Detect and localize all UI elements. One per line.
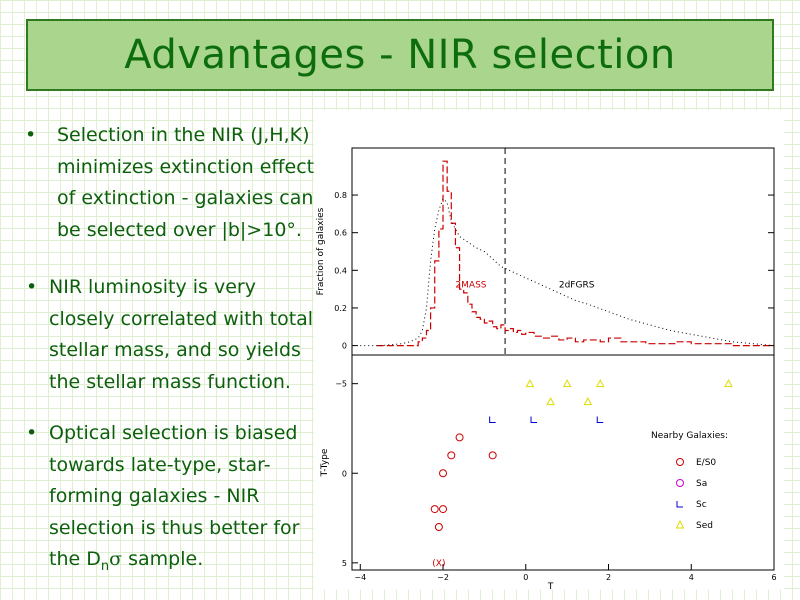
legend-marker <box>676 501 683 508</box>
bullet-line: the stellar mass function. <box>49 370 291 393</box>
bullet-line: Optical selection is biased <box>49 422 298 444</box>
title-box: Advantages - NIR selection <box>26 19 774 91</box>
x-tick-label: 6 <box>771 573 776 582</box>
legend-label: Sa <box>696 479 707 489</box>
bullet-line: minimizes extinction effects <box>57 155 325 178</box>
scatter-point <box>439 469 448 478</box>
scatter-point <box>546 397 555 406</box>
scatter-point <box>583 397 593 406</box>
x-tick-label: −4 <box>354 573 366 582</box>
x-tick-label: 0 <box>523 573 528 582</box>
x-axis-label: T <box>547 582 554 590</box>
bullet-line: towards late-type, star- <box>49 453 271 476</box>
bullet-line: of extinction - galaxies can <box>57 187 314 209</box>
subscript-n: n <box>100 558 110 574</box>
scatter-point <box>430 505 439 514</box>
legend-title: Nearby Galaxies: <box>651 431 728 441</box>
bullet-line: be selected over |b|>10°. <box>57 218 302 241</box>
scatter-point <box>596 416 604 423</box>
scatter-point: (X) <box>432 559 445 569</box>
annotation-label: 2MASS <box>455 280 486 290</box>
y-tick-label: 5 <box>342 559 347 568</box>
sigma-symbol: σ <box>109 548 123 570</box>
bullet-line: selection is thus better for <box>49 516 300 539</box>
scatter-point <box>455 433 464 442</box>
bullet-item: • Optical selection is biased towards la… <box>20 418 320 582</box>
y-tick-label: 0 <box>342 469 347 478</box>
y-tick-label: 0.4 <box>334 266 347 275</box>
scatter-point <box>439 505 448 514</box>
bullet-dot: • <box>25 124 37 146</box>
legend-label: Sed <box>696 521 713 531</box>
legend-marker <box>676 458 684 466</box>
top-panel-frame <box>351 147 775 356</box>
scatter-point <box>434 523 443 531</box>
y-tick-label: −5 <box>335 380 347 389</box>
slide-title: Advantages - NIR selection <box>124 32 676 78</box>
bullet-dot: • <box>26 276 38 298</box>
figure-svg: 0 0.2 0.4 0.6 0.8 Fraction of galaxies 2MASS 2d… <box>316 147 777 592</box>
scatter-point <box>724 379 733 388</box>
y-axis-label: T-Type <box>320 448 330 477</box>
bullet-line: NIR luminosity is very <box>49 276 256 298</box>
x-tick-label: 4 <box>689 573 694 582</box>
bullet-line: forming galaxies - NIR <box>49 485 260 507</box>
y-axis-label: Fraction of galaxies <box>316 207 326 295</box>
series-line-2dfgrs <box>360 197 775 347</box>
legend-label: E/S0 <box>696 458 716 468</box>
scatter-point <box>488 451 497 460</box>
bullet-item: • Selection in the NIR (J,H,K) minimizes… <box>25 120 335 246</box>
annotation-label: 2dFGRS <box>559 280 595 290</box>
figure-panel: 0 0.2 0.4 0.6 0.8 Fraction of galaxies 2MASS 2d… <box>314 110 784 592</box>
series-line-2mass <box>376 160 774 347</box>
bullet-text-fragment: sample. <box>122 548 204 570</box>
legend-marker <box>676 479 684 487</box>
scatter-point <box>562 379 572 388</box>
bottom-panel-frame <box>351 354 775 571</box>
scatter-point <box>525 379 535 388</box>
bullet-item: • NIR luminosity is very closely correla… <box>20 272 320 398</box>
scatter-point <box>447 451 456 460</box>
y-tick-label: 0.6 <box>334 229 347 238</box>
y-tick-label: 0.8 <box>334 191 347 200</box>
bullet-text-fragment: the D <box>49 548 101 570</box>
legend-marker <box>675 519 685 529</box>
bullet-line: stellar mass, and so yields <box>49 339 301 361</box>
scatter-point <box>530 416 538 423</box>
bullet-line: Selection in the NIR (J,H,K) <box>57 124 310 146</box>
scatter-point <box>595 379 605 388</box>
x-tick-label: −2 <box>437 573 449 582</box>
scatter-point <box>489 416 496 423</box>
y-tick-label: 0.2 <box>334 304 347 313</box>
y-tick-label: 0 <box>342 342 347 351</box>
bullet-line: the Dnσ sample. <box>20 544 320 582</box>
legend-label: Sc <box>696 500 707 510</box>
bullet-line: closely correlated with total <box>49 307 314 330</box>
x-tick-label: 2 <box>606 573 611 582</box>
bullet-dot: • <box>26 422 38 444</box>
